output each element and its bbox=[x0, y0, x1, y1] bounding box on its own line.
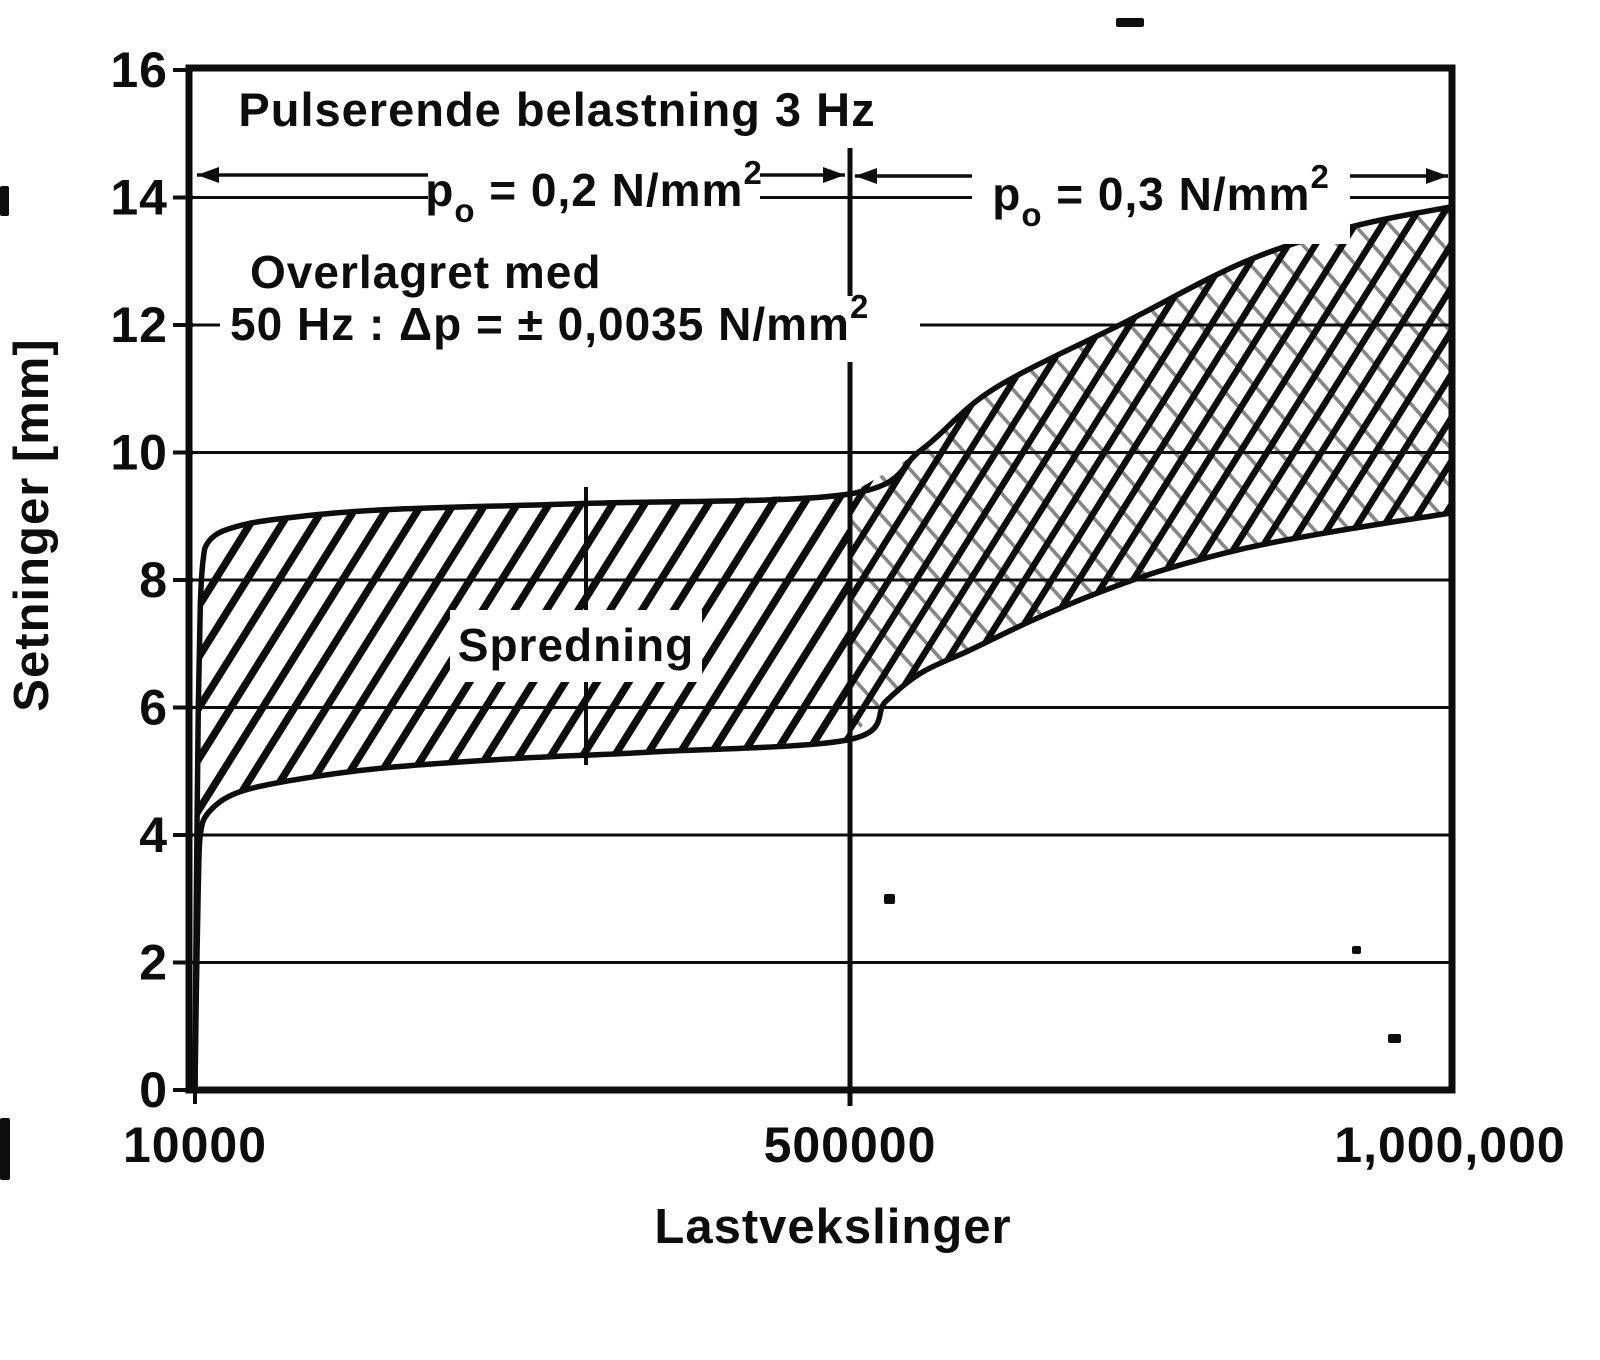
band-boundary-curves bbox=[192, 204, 1451, 1091]
scan-speck-1 bbox=[884, 894, 895, 904]
y-tick-label-14: 14 bbox=[110, 170, 168, 226]
x-tick-label-500000: 500000 bbox=[764, 1117, 937, 1173]
scatter-band-region2-crosshatch bbox=[850, 207, 1450, 740]
band-label-bg bbox=[450, 610, 702, 682]
scan-speck-3 bbox=[1388, 1034, 1401, 1043]
text-layer: Pulserende belastning 3 Hz Overlagret me… bbox=[5, 42, 1565, 1254]
y-tick-label-8: 8 bbox=[139, 552, 168, 608]
region2-extent-arrow-left-arrowhead-icon bbox=[855, 168, 877, 184]
chart-title: Pulserende belastning 3 Hz bbox=[238, 83, 875, 136]
x-axis-title: Lastvekslinger bbox=[654, 1200, 1011, 1254]
region1-extent-arrow-left-arrowhead-icon bbox=[197, 167, 219, 183]
region2-extent-arrow-right-arrowhead-icon bbox=[1426, 168, 1448, 184]
scan-speck-2 bbox=[1352, 946, 1361, 954]
region2-pressure-label: po = 0,3 N/mm2 bbox=[992, 158, 1330, 233]
upper-bound-curve bbox=[192, 204, 1451, 1091]
overlay-annotation-line2: 50 Hz : Δp = ± 0,0035 N/mm2 bbox=[230, 288, 869, 350]
region1-pressure-label: po = 0,2 N/mm2 bbox=[425, 154, 763, 229]
overlay-line1-bg bbox=[238, 240, 610, 298]
region1-extent-arrow-right-arrowhead-icon bbox=[823, 167, 845, 183]
y-tick-label-10: 10 bbox=[110, 425, 168, 481]
scan-artifacts bbox=[0, 18, 1401, 1180]
band-label-spredning: Spredning bbox=[458, 619, 694, 671]
overlay-annotation-line1: Overlagret med bbox=[250, 246, 601, 298]
scatter-band-region1 bbox=[195, 493, 850, 1090]
scan-speck-5 bbox=[0, 1118, 10, 1180]
y-tick-label-4: 4 bbox=[139, 807, 168, 863]
scan-speck-0 bbox=[1116, 18, 1144, 27]
overlay-line2-bg bbox=[220, 296, 920, 362]
y-tick-label-0: 0 bbox=[139, 1062, 168, 1118]
y-tick-label-6: 6 bbox=[139, 680, 168, 736]
plot-frame-and-ticks bbox=[173, 64, 1456, 1104]
lower-bound-curve bbox=[192, 510, 1451, 1091]
region2-label-bg bbox=[972, 150, 1350, 244]
region1-label-bg bbox=[428, 146, 760, 236]
y-tick-label-12: 12 bbox=[110, 297, 168, 353]
y-axis-title: Setninger [mm] bbox=[5, 338, 59, 711]
label-backgrounds bbox=[220, 80, 1350, 682]
scan-speck-4 bbox=[0, 186, 9, 216]
title-bg bbox=[235, 80, 883, 138]
y-tick-label-2: 2 bbox=[139, 935, 168, 991]
y-tick-label-16: 16 bbox=[110, 42, 168, 98]
x-tick-label-10000: 10000 bbox=[123, 1117, 267, 1173]
x-tick-label-1000000: 1,000,000 bbox=[1334, 1117, 1565, 1173]
